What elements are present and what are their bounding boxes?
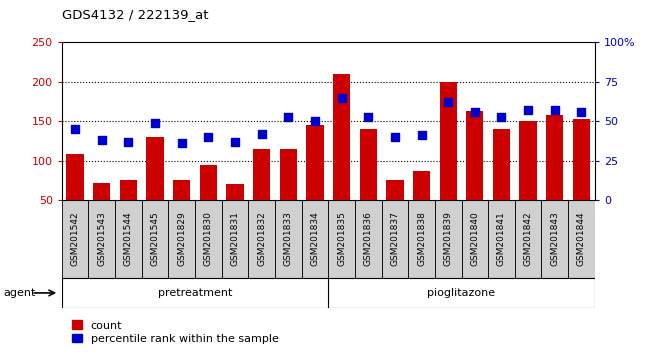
- Bar: [333, 74, 350, 239]
- Text: agent: agent: [3, 288, 36, 298]
- Text: GSM201839: GSM201839: [444, 211, 452, 267]
- Bar: [66, 154, 84, 239]
- Bar: [466, 111, 484, 239]
- Point: [550, 107, 560, 113]
- Point: [443, 99, 454, 105]
- Text: GSM201842: GSM201842: [524, 212, 532, 266]
- Point: [390, 134, 400, 140]
- Text: GSM201831: GSM201831: [231, 211, 239, 267]
- Point: [70, 126, 81, 132]
- Text: GSM201835: GSM201835: [337, 211, 346, 267]
- Point: [310, 118, 320, 124]
- Bar: [280, 149, 297, 239]
- Bar: [142, 200, 168, 278]
- Point: [96, 137, 107, 143]
- Text: GSM201543: GSM201543: [98, 212, 106, 266]
- Text: GSM201830: GSM201830: [204, 211, 213, 267]
- Bar: [408, 200, 435, 278]
- Bar: [519, 121, 537, 239]
- Point: [523, 107, 533, 113]
- Bar: [435, 200, 462, 278]
- Point: [150, 120, 161, 126]
- Text: GSM201542: GSM201542: [71, 212, 79, 266]
- Text: GSM201834: GSM201834: [311, 212, 319, 266]
- Point: [256, 131, 267, 137]
- Bar: [222, 200, 248, 278]
- Bar: [515, 200, 541, 278]
- Legend: count, percentile rank within the sample: count, percentile rank within the sample: [68, 316, 283, 348]
- Text: GSM201841: GSM201841: [497, 212, 506, 266]
- Bar: [88, 200, 115, 278]
- Bar: [120, 180, 137, 239]
- Point: [469, 109, 480, 115]
- Bar: [200, 165, 217, 239]
- Text: GSM201832: GSM201832: [257, 212, 266, 266]
- Point: [577, 109, 587, 115]
- Bar: [62, 200, 88, 278]
- Text: GSM201843: GSM201843: [551, 212, 559, 266]
- Bar: [115, 200, 142, 278]
- Text: GSM201545: GSM201545: [151, 212, 159, 266]
- Bar: [302, 200, 328, 278]
- Bar: [462, 200, 488, 278]
- Bar: [546, 115, 564, 239]
- Bar: [306, 125, 324, 239]
- Bar: [573, 119, 590, 239]
- Point: [230, 139, 240, 144]
- Bar: [439, 82, 457, 239]
- Text: GSM201844: GSM201844: [577, 212, 586, 266]
- Bar: [93, 183, 110, 239]
- Point: [337, 95, 347, 101]
- Text: GSM201837: GSM201837: [391, 211, 399, 267]
- Bar: [488, 200, 515, 278]
- Bar: [275, 200, 302, 278]
- Text: GDS4132 / 222139_at: GDS4132 / 222139_at: [62, 8, 208, 21]
- Bar: [386, 179, 404, 239]
- Bar: [355, 200, 382, 278]
- Point: [417, 133, 427, 138]
- Text: GSM201544: GSM201544: [124, 212, 133, 266]
- Bar: [248, 200, 275, 278]
- Text: GSM201829: GSM201829: [177, 212, 186, 266]
- Point: [283, 114, 294, 119]
- Point: [124, 139, 134, 144]
- Bar: [168, 200, 195, 278]
- Bar: [253, 149, 270, 239]
- Bar: [195, 200, 222, 278]
- Text: pretreatment: pretreatment: [158, 288, 232, 298]
- Bar: [493, 129, 510, 239]
- Bar: [328, 200, 355, 278]
- Text: GSM201836: GSM201836: [364, 211, 372, 267]
- Text: GSM201838: GSM201838: [417, 211, 426, 267]
- Text: GSM201833: GSM201833: [284, 211, 292, 267]
- Bar: [382, 200, 408, 278]
- Bar: [568, 200, 595, 278]
- Point: [363, 114, 373, 119]
- Point: [497, 114, 507, 119]
- Bar: [146, 137, 164, 239]
- Text: pioglitazone: pioglitazone: [428, 288, 495, 298]
- Bar: [359, 129, 377, 239]
- Bar: [541, 200, 568, 278]
- Text: GSM201840: GSM201840: [471, 212, 479, 266]
- Bar: [226, 184, 244, 239]
- Bar: [413, 171, 430, 239]
- Point: [203, 134, 213, 140]
- Point: [177, 141, 187, 146]
- Bar: [173, 180, 190, 239]
